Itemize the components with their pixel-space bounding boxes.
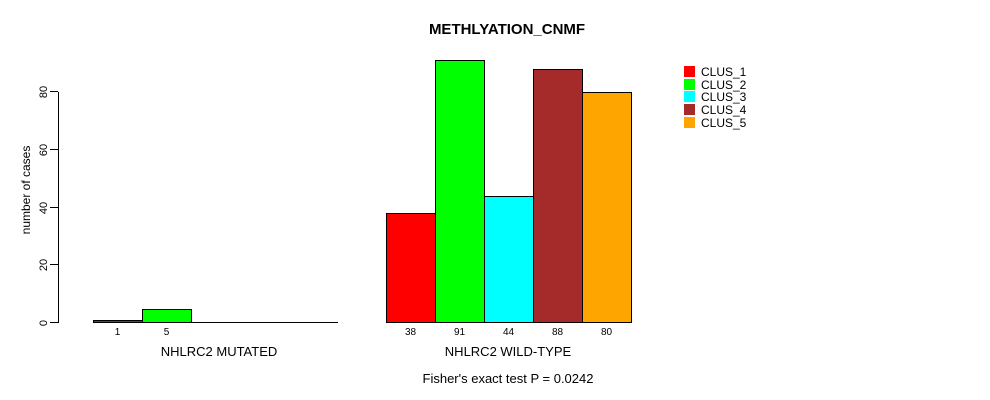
- bar-value-label: 38: [404, 327, 417, 338]
- bar-clus_4: [533, 69, 583, 323]
- y-tick-label: 20: [38, 258, 50, 272]
- legend-label-clus_1: CLUS_1: [701, 65, 747, 79]
- bar-value-label: 1: [114, 327, 121, 338]
- y-axis-tick: [50, 322, 58, 323]
- legend-label-clus_3: CLUS_3: [701, 90, 747, 104]
- x-baseline: [93, 322, 338, 323]
- bar-clus_1: [386, 213, 436, 323]
- group-label-mutated: NHLRC2 MUTATED: [160, 344, 278, 359]
- bar-value-label: 80: [600, 327, 613, 338]
- y-axis-tick: [50, 207, 58, 208]
- y-tick-label: 80: [38, 85, 50, 99]
- bar-clus_2: [142, 309, 192, 323]
- bar-value-label: 88: [551, 327, 564, 338]
- y-axis-line: [58, 92, 59, 323]
- legend-swatch-clus_3: [684, 91, 695, 102]
- y-tick-label: 40: [38, 201, 50, 215]
- y-axis-tick: [50, 264, 58, 265]
- y-axis-tick: [50, 91, 58, 92]
- bar-clus_5: [582, 92, 632, 323]
- bar-value-label: 91: [453, 327, 466, 338]
- legend-swatch-clus_2: [684, 79, 695, 90]
- bar-value-label: 5: [163, 327, 170, 338]
- y-axis-tick: [50, 149, 58, 150]
- legend-swatch-clus_5: [684, 117, 695, 128]
- legend-swatch-clus_4: [684, 104, 695, 115]
- legend-label-clus_4: CLUS_4: [701, 103, 747, 117]
- legend-label-clus_5: CLUS_5: [701, 116, 747, 130]
- legend-label-clus_2: CLUS_2: [701, 78, 747, 92]
- bar-clus_2: [435, 60, 485, 323]
- y-axis-label: number of cases: [19, 145, 33, 235]
- chart-title: METHLYATION_CNMF: [428, 21, 586, 38]
- y-tick-label: 0: [38, 319, 50, 327]
- legend-swatch-clus_1: [684, 66, 695, 77]
- group-label-wild-type: NHLRC2 WILD-TYPE: [444, 344, 572, 359]
- bar-clus_1: [93, 320, 143, 323]
- bar-value-label: 44: [502, 327, 515, 338]
- fisher-test-footnote: Fisher's exact test P = 0.0242: [422, 371, 594, 386]
- bar-clus_3: [484, 196, 534, 323]
- y-tick-label: 60: [38, 143, 50, 157]
